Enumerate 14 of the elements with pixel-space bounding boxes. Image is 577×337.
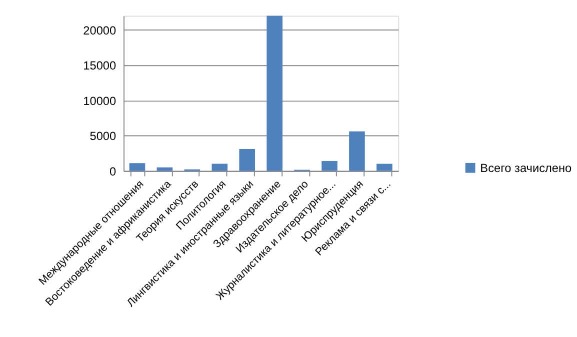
bar — [349, 131, 365, 171]
bar — [156, 167, 173, 171]
y-tick-label: 10000 — [83, 94, 116, 108]
legend-label: Всего зачислено — [480, 160, 572, 175]
bar — [266, 16, 282, 171]
bar — [212, 164, 228, 171]
bar — [322, 160, 338, 171]
y-tick-label: 15000 — [83, 58, 116, 73]
bar — [239, 148, 256, 171]
bar — [129, 163, 146, 171]
y-tick-label: 0 — [110, 164, 116, 178]
y-tick-label: 5000 — [90, 129, 116, 144]
bar — [376, 164, 392, 171]
y-tick-label: 20000 — [83, 23, 116, 38]
